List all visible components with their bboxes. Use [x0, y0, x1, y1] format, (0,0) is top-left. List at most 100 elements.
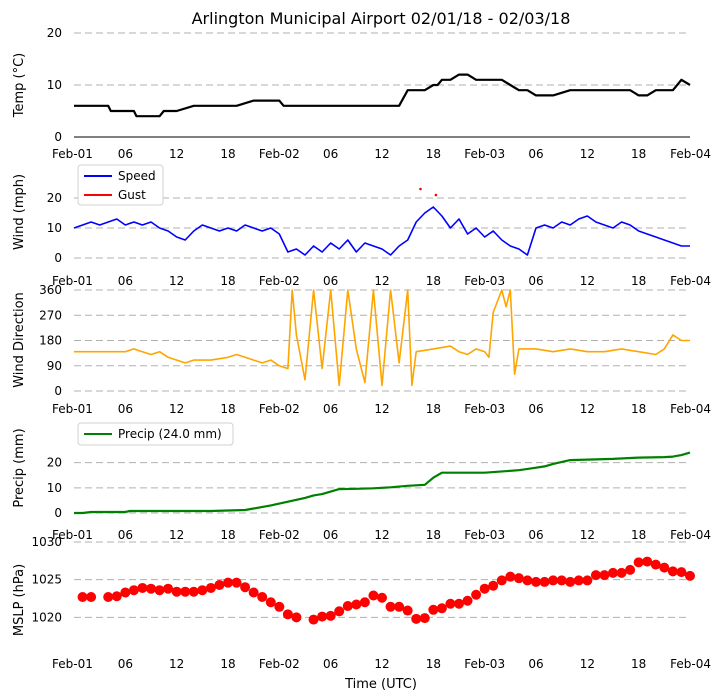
- x-tick-label: 18: [631, 528, 646, 542]
- legend-label: Speed: [118, 169, 156, 183]
- mslp-point: [394, 601, 405, 612]
- series-line-speed: [73, 206, 690, 256]
- x-tick-label: 18: [426, 402, 441, 416]
- x-tick-label: 12: [580, 402, 595, 416]
- mslp-point: [608, 567, 618, 578]
- y-tick-label: 0: [54, 506, 62, 520]
- x-tick-label: 18: [631, 402, 646, 416]
- x-tick-label: Feb-03: [464, 274, 505, 288]
- chart-title: Arlington Municipal Airport 02/01/18 - 0…: [192, 9, 571, 28]
- legend: Precip (24.0 mm): [77, 422, 234, 446]
- y-axis-label: Precip (mm): [12, 428, 27, 507]
- mslp-point: [462, 595, 473, 606]
- mslp-point: [633, 557, 644, 568]
- mslp-point: [582, 575, 593, 586]
- mslp-point: [188, 586, 199, 597]
- series-line-precip-24-0-mm-: [74, 451, 691, 515]
- x-tick-label: 12: [169, 402, 184, 416]
- x-tick-label: 12: [580, 657, 595, 671]
- mslp-point: [257, 591, 268, 602]
- x-tick-label: Feb-03: [464, 528, 505, 542]
- y-tick-label: 180: [39, 334, 62, 348]
- y-tick-label: 0: [54, 130, 62, 144]
- mslp-point: [171, 586, 182, 597]
- mslp-point: [308, 614, 319, 625]
- x-tick-label: 12: [374, 274, 389, 288]
- mslp-point: [676, 567, 687, 578]
- y-axis-label: Wind (mph): [12, 174, 27, 250]
- x-tick-label: 18: [220, 274, 235, 288]
- gust-point: [434, 193, 438, 197]
- x-tick-label: 06: [323, 147, 338, 161]
- x-tick-label: 06: [323, 528, 338, 542]
- y-tick-label: 0: [54, 251, 62, 265]
- panel-4: 0 10 20 Precip (mm) Feb-01 06 12 18 Feb-02 06 12 18…: [12, 422, 711, 542]
- y-tick-label: 0: [54, 384, 62, 398]
- x-tick-label: 06: [118, 147, 133, 161]
- mslp-point: [334, 606, 345, 617]
- mslp-point: [411, 613, 422, 624]
- x-tick-label: 06: [323, 402, 338, 416]
- series-line-temp: [74, 73, 691, 118]
- x-tick-label: 12: [580, 147, 595, 161]
- mslp-point: [428, 604, 439, 615]
- y-tick-label: 10: [47, 481, 62, 495]
- mslp-point: [488, 580, 499, 591]
- x-tick-label: Feb-03: [464, 657, 505, 671]
- mslp-point: [385, 601, 396, 612]
- mslp-point: [163, 583, 174, 594]
- x-tick-label: 18: [220, 528, 235, 542]
- y-tick-label: 20: [47, 26, 62, 40]
- mslp-point: [479, 583, 490, 594]
- mslp-point: [522, 575, 533, 586]
- x-tick-label: 12: [580, 528, 595, 542]
- mslp-point: [180, 586, 191, 597]
- mslp-point: [531, 576, 541, 587]
- mslp-point: [590, 570, 601, 581]
- mslp-point: [317, 611, 328, 622]
- x-tick-label: 18: [426, 528, 441, 542]
- legend-label: Gust: [118, 188, 146, 202]
- x-tick-label: Feb-02: [259, 528, 300, 542]
- y-tick-label: 1025: [31, 573, 62, 587]
- mslp-point: [454, 598, 464, 609]
- mslp-point: [154, 585, 165, 596]
- mslp-point: [368, 590, 379, 601]
- x-tick-label: Feb-04: [670, 147, 711, 161]
- x-tick-label: 12: [374, 402, 389, 416]
- mslp-point: [650, 559, 661, 570]
- mslp-point: [291, 612, 302, 623]
- y-axis-label: Temp (°C): [12, 53, 27, 119]
- mslp-point: [120, 587, 131, 598]
- x-tick-label: 18: [631, 657, 646, 671]
- mslp-point: [197, 585, 208, 596]
- x-tick-label: 12: [374, 147, 389, 161]
- mslp-point: [274, 601, 285, 612]
- x-tick-label: 18: [426, 274, 441, 288]
- x-tick-label: Feb-02: [259, 657, 300, 671]
- mslp-point: [419, 613, 430, 624]
- y-tick-label: 1020: [31, 610, 62, 624]
- mslp-point: [342, 601, 353, 612]
- mslp-point: [685, 570, 695, 581]
- x-tick-label: 06: [528, 402, 543, 416]
- legend: Speed Gust: [77, 164, 164, 206]
- mslp-point: [496, 575, 507, 586]
- x-tick-label: Feb-03: [464, 147, 505, 161]
- legend-label: Precip (24.0 mm): [118, 427, 222, 441]
- x-tick-label: Feb-04: [670, 274, 711, 288]
- x-tick-label: Feb-01: [52, 528, 93, 542]
- x-tick-label: Feb-01: [52, 402, 93, 416]
- y-tick-label: 10: [47, 221, 62, 235]
- mslp-point: [377, 592, 387, 603]
- mslp-point: [599, 570, 610, 581]
- mslp-point: [616, 567, 627, 578]
- mslp-point: [265, 597, 276, 608]
- panel-5: 1020 1025 1030 MSLP (hPa) Feb-01 06 12 18 Feb-02…: [12, 535, 711, 671]
- x-tick-label: 06: [118, 402, 133, 416]
- y-tick-label: 90: [47, 359, 62, 373]
- x-axis-label: Time (UTC): [344, 677, 417, 692]
- x-tick-label: 06: [528, 274, 543, 288]
- x-tick-label: 06: [118, 657, 133, 671]
- x-tick-label: 12: [374, 528, 389, 542]
